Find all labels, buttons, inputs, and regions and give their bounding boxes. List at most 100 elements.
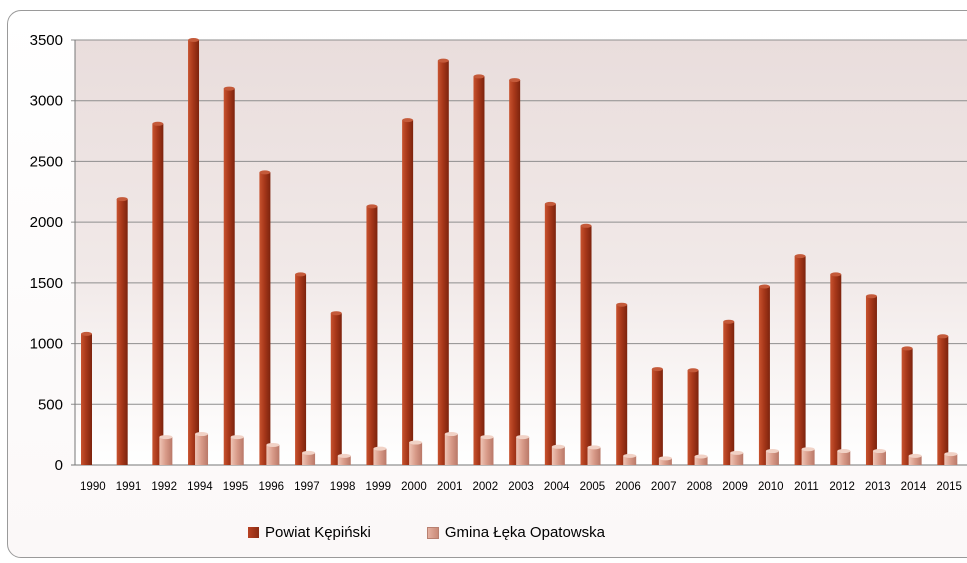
bar-gmina-2013 — [872, 451, 886, 465]
bar-cap-powiat-1992 — [152, 121, 164, 126]
bar-chart: 0 500 1000 1500 2000 2500 3000 3500 1990 1991 199… — [30, 32, 967, 493]
bar-gmina-2006 — [623, 455, 637, 465]
bar-gmina-2015 — [944, 454, 958, 465]
bar-cap-powiat-1996 — [259, 170, 271, 175]
x-tick-label-1997: 1997 — [294, 481, 320, 493]
legend-label-gmina: Gmina Łęka Opatowska — [444, 524, 605, 541]
y-tick-label-3000: 3000 — [30, 93, 63, 110]
bar-gmina-1995 — [230, 437, 244, 465]
bar-gmina-2012 — [837, 451, 851, 465]
x-tick-label-1992: 1992 — [151, 481, 177, 493]
legend-swatch-gmina — [426, 526, 439, 539]
bar-powiat-1992 — [152, 123, 164, 466]
bar-gmina-2014 — [908, 455, 922, 465]
x-tick-label-2014: 2014 — [901, 481, 927, 493]
bar-powiat-1995 — [223, 88, 235, 466]
bar-powiat-2009 — [723, 321, 735, 465]
bar-cap-powiat-2014 — [901, 346, 913, 351]
bar-gmina-1996 — [266, 444, 280, 465]
x-tick-label-1996: 1996 — [258, 481, 284, 493]
bar-powiat-1990 — [81, 333, 92, 465]
y-tick-label-500: 500 — [38, 396, 63, 413]
bar-powiat-2003 — [509, 80, 521, 466]
bar-cap-gmina-2003 — [516, 435, 530, 440]
bar-cap-gmina-1994 — [195, 432, 209, 437]
bar-gmina-2000 — [409, 442, 423, 465]
bar-powiat-2008 — [687, 370, 699, 465]
legend: Powiat Kępiński Gmina Łęka Opatowska — [248, 524, 661, 541]
bar-cap-gmina-2010 — [765, 449, 779, 454]
bar-cap-gmina-1992 — [159, 435, 173, 440]
bar-gmina-2004 — [551, 446, 565, 465]
bar-powiat-2011 — [794, 256, 806, 465]
bar-gmina-2001 — [444, 434, 458, 465]
y-tick-label-1000: 1000 — [30, 336, 63, 353]
bar-gmina-1992 — [159, 437, 173, 465]
plot-area — [75, 40, 967, 465]
bar-cap-gmina-2005 — [587, 445, 601, 450]
bar-gmina-1998 — [337, 455, 351, 465]
bar-cap-gmina-2012 — [837, 449, 851, 454]
bar-gmina-2011 — [801, 449, 815, 465]
bar-cap-powiat-2004 — [544, 201, 556, 206]
bar-cap-powiat-1990 — [81, 331, 92, 336]
bar-cap-powiat-2015 — [937, 334, 949, 339]
bar-cap-gmina-1998 — [337, 453, 351, 458]
bar-cap-gmina-2007 — [658, 456, 672, 461]
x-tick-label-2001: 2001 — [437, 481, 463, 493]
bar-powiat-1999 — [366, 206, 378, 465]
y-tick-label-2500: 2500 — [30, 153, 63, 170]
x-tick-label-2000: 2000 — [401, 481, 427, 493]
bar-cap-powiat-1999 — [366, 204, 378, 209]
bar-powiat-2005 — [580, 225, 592, 465]
x-tick-label-2007: 2007 — [651, 481, 677, 493]
bar-powiat-2000 — [402, 120, 414, 466]
bar-cap-gmina-1997 — [302, 450, 316, 455]
bar-gmina-2003 — [516, 437, 530, 465]
bar-cap-powiat-1997 — [295, 272, 307, 277]
bar-gmina-1997 — [302, 452, 316, 465]
bar-cap-powiat-2007 — [651, 367, 663, 372]
bar-gmina-2002 — [480, 437, 494, 465]
x-tick-label-2006: 2006 — [615, 481, 641, 493]
bar-cap-gmina-2002 — [480, 435, 494, 440]
x-tick-label-2012: 2012 — [829, 481, 855, 493]
bar-cap-gmina-2014 — [908, 453, 922, 458]
bar-cap-gmina-2000 — [409, 440, 423, 445]
bar-cap-gmina-2008 — [694, 454, 708, 459]
legend-swatch-powiat — [248, 527, 259, 538]
bar-cap-powiat-2002 — [473, 74, 485, 79]
y-tick-label-3500: 3500 — [30, 32, 63, 49]
bar-cap-powiat-2013 — [865, 294, 877, 299]
legend-item-powiat: Powiat Kępiński — [248, 524, 371, 541]
bar-powiat-2006 — [616, 304, 628, 465]
bar-powiat-2013 — [865, 296, 877, 465]
bar-cap-powiat-2009 — [723, 319, 735, 324]
x-tick-label-2010: 2010 — [758, 481, 784, 493]
bar-powiat-2015 — [937, 336, 949, 465]
bar-cap-powiat-2001 — [437, 58, 449, 63]
x-tick-label-1994: 1994 — [187, 481, 213, 493]
bar-cap-powiat-2012 — [830, 272, 842, 277]
x-tick-label-2008: 2008 — [687, 481, 713, 493]
x-tick-label-2009: 2009 — [722, 481, 748, 493]
y-tick-label-0: 0 — [55, 457, 63, 474]
x-tick-label-1999: 1999 — [365, 481, 391, 493]
bar-powiat-2010 — [758, 286, 770, 465]
x-tick-label-2015: 2015 — [936, 481, 962, 493]
bar-cap-gmina-2011 — [801, 447, 815, 452]
bar-gmina-2009 — [730, 452, 744, 465]
x-tick-label-2011: 2011 — [794, 481, 819, 493]
bar-gmina-1999 — [373, 448, 387, 465]
x-tick-label-2005: 2005 — [580, 481, 606, 493]
bar-cap-gmina-2009 — [730, 450, 744, 455]
bar-powiat-1998 — [330, 313, 342, 465]
bar-powiat-1991 — [116, 199, 128, 466]
bar-powiat-2002 — [473, 76, 485, 465]
bar-cap-powiat-1991 — [116, 197, 128, 202]
bar-powiat-1997 — [295, 274, 307, 465]
bar-powiat-1994 — [188, 40, 200, 465]
x-tick-label-1990: 1990 — [80, 481, 106, 493]
x-tick-label-2013: 2013 — [865, 481, 891, 493]
bar-gmina-2007 — [658, 458, 672, 465]
